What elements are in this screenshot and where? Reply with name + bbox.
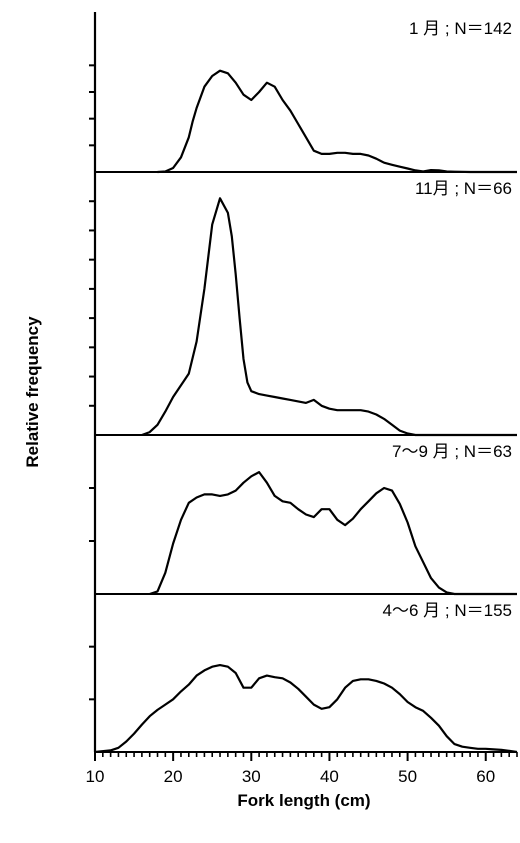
x-tick-label: 20 [164, 767, 183, 786]
panels-layer: 1 月 ; N＝142 11月 ; N＝66 7～9 月 ; N＝63 4～6 月 ;… [89, 19, 518, 754]
panel-1-label: 1 月 ; N＝142 [409, 19, 512, 38]
panel-1-curve [157, 69, 517, 174]
panel-2: 11月 ; N＝66 [89, 179, 517, 437]
axis-layer: 10 20 30 40 50 60 [86, 12, 518, 786]
x-tick-label: 60 [476, 767, 495, 786]
x-tick-label: 50 [398, 767, 417, 786]
x-tick-label: 40 [320, 767, 339, 786]
x-tick-label: 10 [86, 767, 105, 786]
panel-2-curve [141, 197, 517, 437]
panel-3-label: 7～9 月 ; N＝63 [392, 442, 512, 461]
panel-3-curve [149, 471, 517, 596]
x-axis-title: Fork length (cm) [237, 791, 370, 810]
panel-4: 4～6 月 ; N＝155 [89, 601, 518, 754]
y-axis-title: Relative frequency [23, 316, 42, 468]
x-tick-label: 30 [242, 767, 261, 786]
panel-1: 1 月 ; N＝142 [89, 19, 517, 174]
panel-3: 7～9 月 ; N＝63 [89, 442, 517, 596]
panel-4-curve [94, 664, 518, 754]
panel-2-label: 11月 ; N＝66 [415, 179, 512, 198]
panel-4-label: 4～6 月 ; N＝155 [383, 601, 512, 620]
